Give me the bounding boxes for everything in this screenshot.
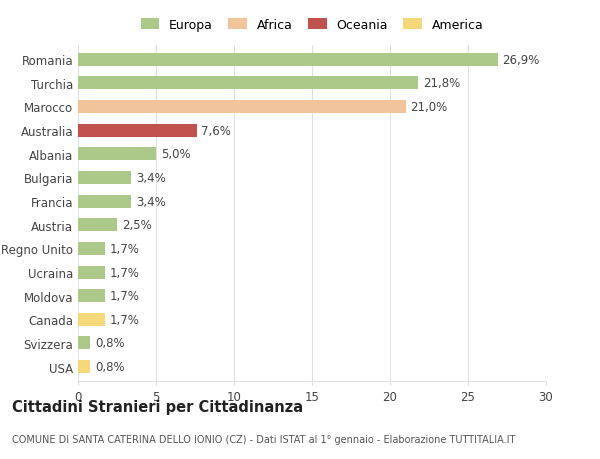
Text: Cittadini Stranieri per Cittadinanza: Cittadini Stranieri per Cittadinanza — [12, 399, 303, 414]
Text: 1,7%: 1,7% — [109, 313, 139, 326]
Text: 2,5%: 2,5% — [122, 219, 151, 232]
Bar — [78, 290, 104, 302]
Legend: Europa, Africa, Oceania, America: Europa, Africa, Oceania, America — [140, 19, 484, 32]
Bar — [78, 172, 131, 185]
Text: 3,4%: 3,4% — [136, 195, 166, 208]
Text: 3,4%: 3,4% — [136, 172, 166, 185]
Bar — [78, 101, 406, 114]
Text: 7,6%: 7,6% — [201, 124, 231, 137]
Text: 1,7%: 1,7% — [109, 266, 139, 279]
Text: 1,7%: 1,7% — [109, 242, 139, 255]
Bar — [78, 148, 156, 161]
Bar — [78, 124, 197, 137]
Bar — [78, 266, 104, 279]
Bar — [78, 360, 91, 373]
Text: 26,9%: 26,9% — [502, 54, 539, 67]
Bar — [78, 337, 91, 350]
Text: 0,8%: 0,8% — [95, 337, 125, 350]
Bar — [78, 77, 418, 90]
Bar — [78, 242, 104, 255]
Text: 0,8%: 0,8% — [95, 360, 125, 373]
Text: COMUNE DI SANTA CATERINA DELLO IONIO (CZ) - Dati ISTAT al 1° gennaio - Elaborazi: COMUNE DI SANTA CATERINA DELLO IONIO (CZ… — [12, 434, 515, 444]
Bar — [78, 313, 104, 326]
Text: 1,7%: 1,7% — [109, 290, 139, 302]
Bar — [78, 195, 131, 208]
Bar — [78, 219, 117, 232]
Text: 21,8%: 21,8% — [423, 77, 460, 90]
Bar — [78, 54, 497, 67]
Text: 21,0%: 21,0% — [410, 101, 448, 114]
Text: 5,0%: 5,0% — [161, 148, 190, 161]
